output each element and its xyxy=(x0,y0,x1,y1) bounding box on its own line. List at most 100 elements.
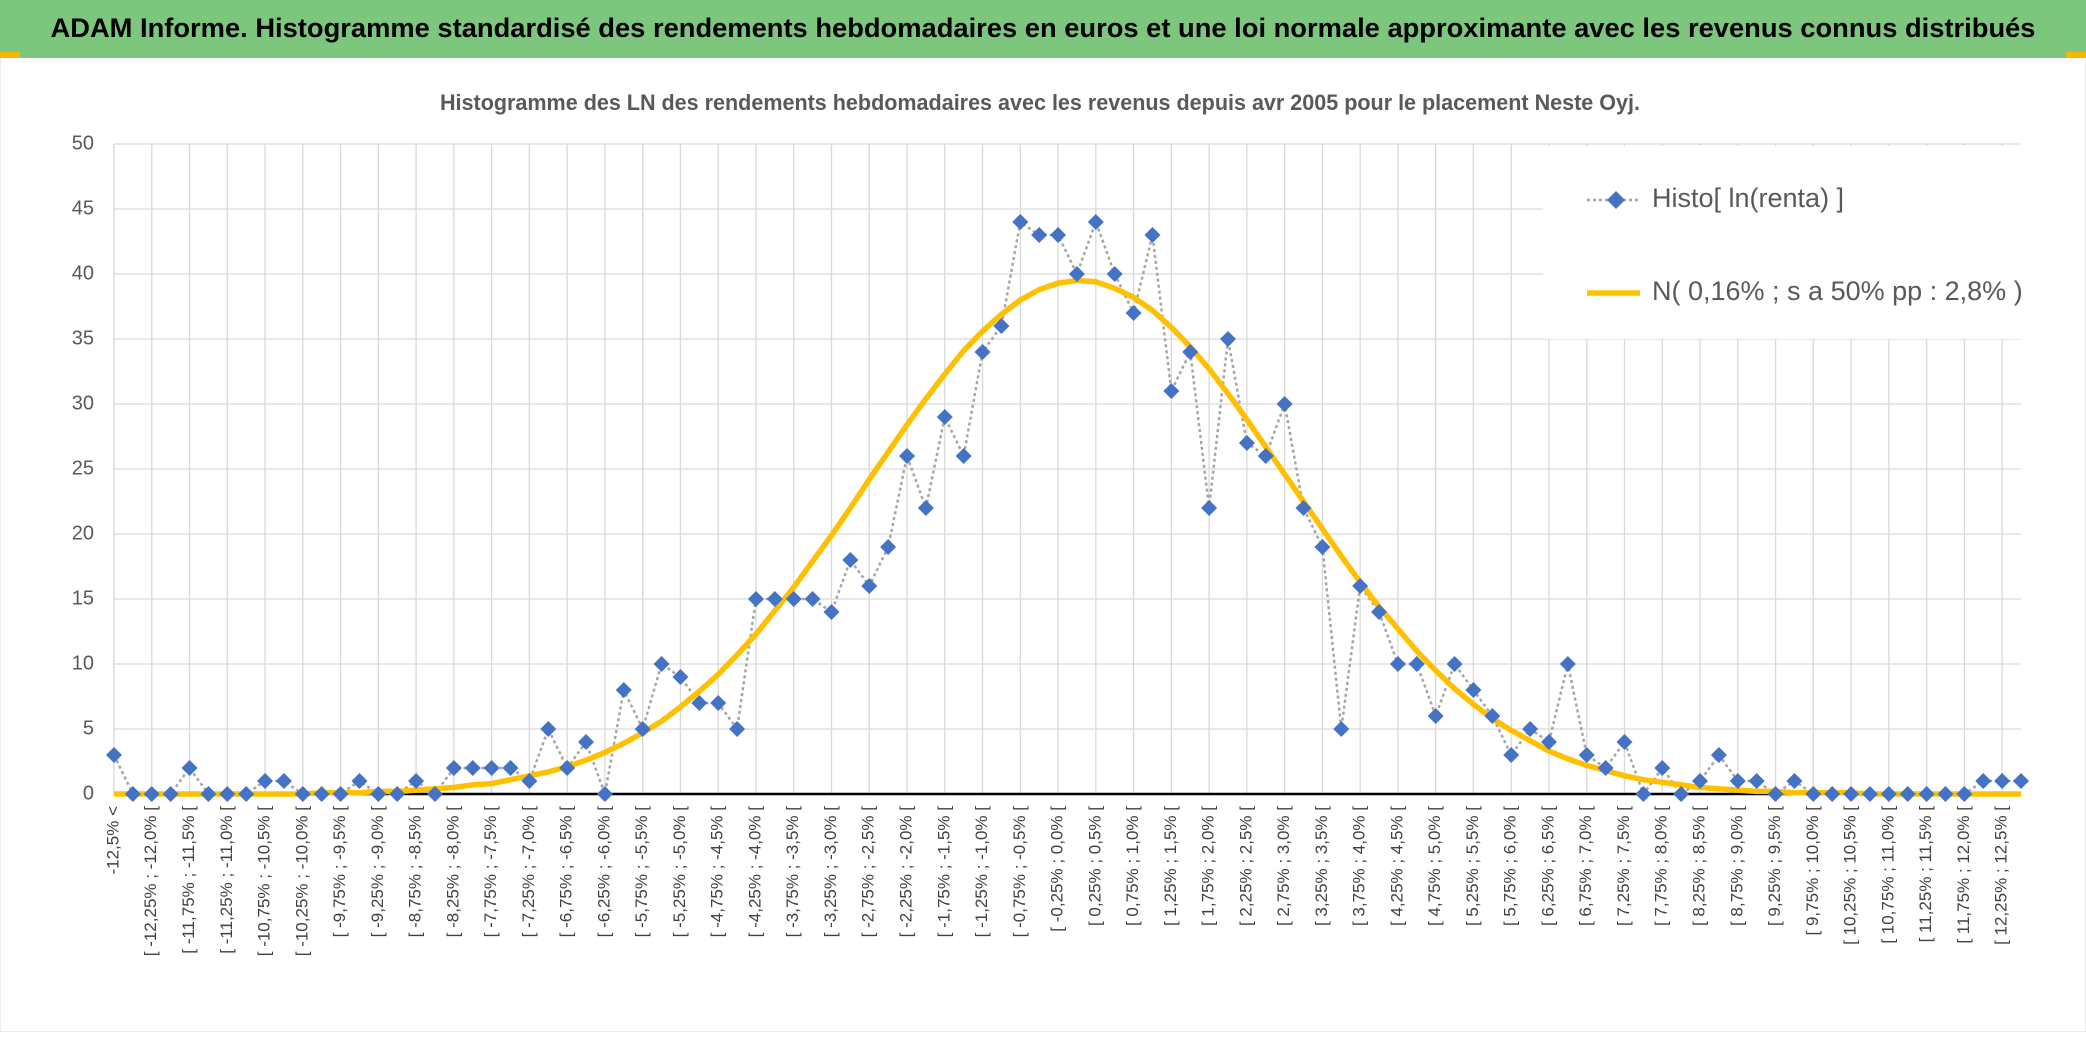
legend-box xyxy=(1543,146,2021,339)
x-tick-label: [ 10,25% ; 10,5% [ xyxy=(1841,806,1860,945)
diamond-marker xyxy=(426,786,443,802)
diamond-marker xyxy=(1389,656,1406,672)
x-tick-label: [ 2,75% ; 3,0% [ xyxy=(1274,806,1293,926)
diamond-marker xyxy=(294,786,311,802)
diamond-marker xyxy=(729,721,746,737)
x-tick-label: [ 11,25% ; 11,5% [ xyxy=(1916,806,1935,943)
x-tick-label: [ 7,25% ; 7,5% [ xyxy=(1614,806,1633,926)
diamond-marker xyxy=(1918,786,1935,802)
diamond-marker xyxy=(275,773,292,789)
y-tick-label: 25 xyxy=(72,457,94,479)
diamond-marker xyxy=(162,786,179,802)
diamond-marker xyxy=(181,760,198,776)
x-tick-label: [ -5,25% ; -5,0% [ xyxy=(670,806,689,938)
x-tick-label: [ 10,75% ; 11,0% [ xyxy=(1878,806,1897,944)
diamond-marker xyxy=(1408,656,1425,672)
x-tick-label: [ 1,75% ; 2,0% [ xyxy=(1199,806,1218,926)
diamond-marker xyxy=(106,747,122,763)
x-tick-label: [ 2,25% ; 2,5% [ xyxy=(1236,806,1255,926)
diamond-marker xyxy=(1144,227,1161,243)
y-tick-label: 35 xyxy=(72,327,94,349)
diamond-marker xyxy=(1597,760,1614,776)
title-bar xyxy=(0,0,2086,58)
diamond-marker xyxy=(1956,786,1973,802)
diamond-marker xyxy=(370,786,387,802)
normal-curve xyxy=(114,277,2021,797)
x-tick-label: [ 9,75% ; 10,0% [ xyxy=(1803,806,1822,936)
x-tick-label: [ 0,75% ; 1,0% [ xyxy=(1123,806,1142,926)
diamond-marker xyxy=(408,773,425,789)
diamond-marker xyxy=(389,786,406,802)
x-tick-label: [ -10,75% ; -10,5% [ xyxy=(255,806,274,957)
diamond-marker xyxy=(653,656,670,672)
diamond-marker xyxy=(332,786,349,802)
x-tick-label: [ -4,75% ; -4,5% [ xyxy=(708,806,727,938)
y-tick-label: 0 xyxy=(83,782,94,804)
diamond-marker xyxy=(936,409,953,425)
diamond-marker xyxy=(1522,721,1539,737)
diamond-marker xyxy=(1068,266,1085,282)
diamond-marker xyxy=(219,786,236,802)
diamond-marker xyxy=(1219,331,1236,347)
diamond-marker xyxy=(691,695,708,711)
x-tick-label: -12,5% < xyxy=(103,806,122,875)
diamond-marker xyxy=(1710,747,1727,763)
diamond-marker xyxy=(1805,786,1822,802)
x-tick-label: [ 6,75% ; 7,0% [ xyxy=(1576,806,1595,926)
x-tick-label: [ -11,75% ; -11,5% [ xyxy=(179,806,198,954)
diamond-marker xyxy=(257,773,274,789)
diamond-marker xyxy=(1540,734,1557,750)
x-tick-label: [ -9,25% ; -9,0% [ xyxy=(368,806,387,938)
diamond-marker xyxy=(917,500,934,516)
diamond-marker xyxy=(1861,786,1878,802)
diamond-marker xyxy=(1899,786,1916,802)
diamond-marker xyxy=(880,539,897,555)
diamond-marker xyxy=(785,591,802,607)
diamond-marker xyxy=(955,448,972,464)
diamond-marker xyxy=(483,760,500,776)
y-tick-label: 10 xyxy=(72,652,94,674)
diamond-marker xyxy=(1937,786,1954,802)
diamond-marker xyxy=(540,721,557,737)
diamond-marker xyxy=(596,786,613,802)
diamond-marker xyxy=(672,669,689,685)
diamond-marker xyxy=(710,695,727,711)
y-tick-label: 50 xyxy=(72,132,94,154)
diamond-marker xyxy=(1843,786,1860,802)
diamond-marker xyxy=(1031,227,1048,243)
diamond-marker xyxy=(823,604,840,620)
diamond-marker xyxy=(1786,773,1803,789)
diamond-marker xyxy=(804,591,821,607)
diamond-marker xyxy=(993,318,1010,334)
diamond-marker xyxy=(1050,227,1067,243)
legend-label: Histo[ ln(renta) ] xyxy=(1652,183,1844,213)
legend: Histo[ ln(renta) ] N( 0,16% ; s a 50% pp … xyxy=(1543,146,2023,339)
diamond-marker xyxy=(578,734,595,750)
diamond-marker xyxy=(615,682,632,698)
diamond-marker xyxy=(1371,604,1388,620)
x-tick-label: [ -1,25% ; -1,0% [ xyxy=(972,806,991,938)
diamond-marker xyxy=(974,344,991,360)
chart-title: ADAM Informe. Histogramme standardisé de… xyxy=(51,13,2036,43)
diamond-marker xyxy=(1446,656,1463,672)
x-tick-label: [ -3,25% ; -3,0% [ xyxy=(821,806,840,938)
x-tick-label: [ 1,25% ; 1,5% [ xyxy=(1161,806,1180,926)
y-tick-label: 15 xyxy=(72,587,94,609)
x-tick-label: [ 0,25% ; 0,5% [ xyxy=(1085,806,1104,926)
x-tick-label: [ -0,75% ; -0,5% [ xyxy=(1010,806,1029,938)
x-tick-label: [ -7,25% ; -7,0% [ xyxy=(519,806,538,938)
x-tick-label: [ 5,25% ; 5,5% [ xyxy=(1463,806,1482,926)
diamond-marker xyxy=(200,786,217,802)
x-tick-label: [ -4,25% ; -4,0% [ xyxy=(745,806,764,938)
diamond-marker xyxy=(1106,266,1123,282)
diamond-marker xyxy=(1182,344,1199,360)
diamond-marker xyxy=(1692,773,1709,789)
y-tick-label: 20 xyxy=(72,522,94,544)
diamond-marker xyxy=(313,786,330,802)
diamond-marker xyxy=(1465,682,1482,698)
diamond-marker xyxy=(1125,305,1142,321)
x-tick-label: [ -2,75% ; -2,5% [ xyxy=(859,806,878,938)
diamond-marker xyxy=(1201,500,1218,516)
diamond-marker xyxy=(238,786,255,802)
y-tick-label: 45 xyxy=(72,197,94,219)
